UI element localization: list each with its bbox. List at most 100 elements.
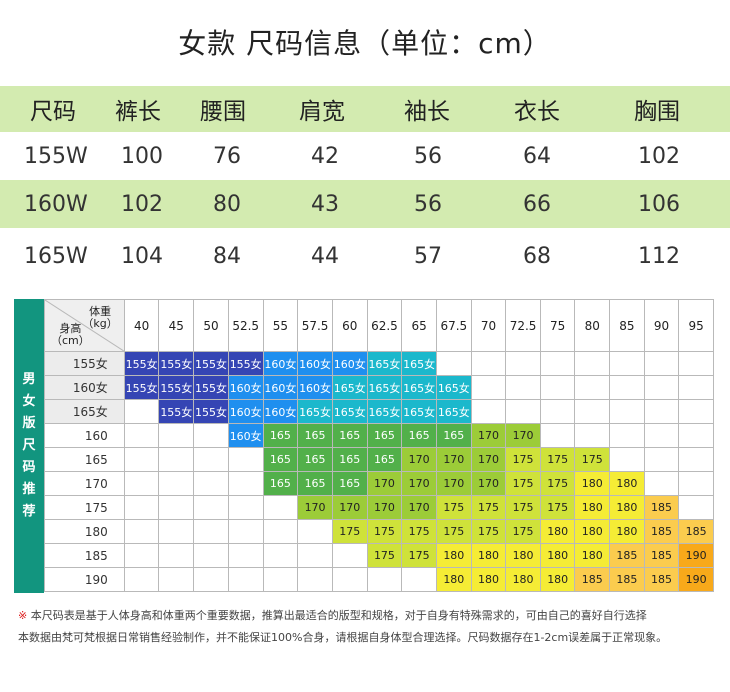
grid-cell: 155女 (158, 375, 195, 400)
grid-cell: 170 (470, 423, 507, 448)
grid-cell: 165女 (435, 399, 472, 424)
grid-cell: 170 (435, 471, 472, 496)
grid-cell: 160女 (227, 399, 264, 424)
size-cell: 64 (523, 143, 551, 169)
grid-cell: 175 (435, 495, 472, 520)
grid-cell: 160女 (227, 423, 264, 448)
grid-cell: 170 (366, 495, 403, 520)
note-mark: ※ (18, 609, 28, 622)
grid-cell (227, 543, 264, 568)
side-label-char: 女 (22, 394, 36, 409)
grid-cell: 180 (609, 471, 645, 496)
size-cell: 68 (523, 243, 551, 269)
weight-header-cell: 95 (678, 299, 714, 352)
grid-cell: 165 (297, 447, 333, 472)
height-header-cell: 170 (44, 471, 125, 496)
height-unit: （cm） (51, 334, 90, 347)
grid-cell (193, 543, 229, 568)
side-label-char: 荐 (22, 504, 36, 519)
grid-cell: 175 (505, 495, 541, 520)
grid-cell: 165女 (331, 375, 368, 400)
grid-cell: 175 (574, 447, 611, 472)
side-label-char: 版 (22, 416, 36, 431)
grid-cell (227, 519, 264, 544)
grid-cell: 165女 (401, 375, 437, 400)
grid-row: 175 170 170 170 170 175 175 175 175 180 180 185 (44, 495, 714, 520)
grid-cell: 175 (539, 495, 576, 520)
grid-row: 170 165 165 165 170 170 170 170 175 175 180 180 (44, 471, 714, 496)
size-cell: 44 (311, 243, 339, 269)
grid-cell (227, 567, 264, 592)
grid-cell (158, 471, 195, 496)
grid-cell: 185 (574, 567, 611, 592)
grid-cell (539, 399, 576, 424)
size-cell: 80 (213, 191, 241, 217)
grid-cell (262, 567, 299, 592)
grid-side-label: 男 女 版 尺 码 推 荐 (14, 299, 44, 593)
size-header-cell: 衣长 (514, 99, 560, 125)
grid-cell: 180 (435, 543, 472, 568)
grid-cell (574, 351, 611, 376)
grid-cell: 170 (470, 447, 507, 472)
grid-cell: 165 (331, 447, 368, 472)
grid-cell: 185 (643, 567, 680, 592)
grid-cell: 165 (331, 423, 368, 448)
grid-cell: 175 (470, 519, 507, 544)
note-line-1: ※ 本尺码表是基于人体身高和体重两个重要数据，推算出最适合的版型和规格，对于自身… (18, 607, 647, 623)
side-label-char: 推 (22, 482, 36, 497)
grid-cell: 175 (366, 543, 403, 568)
grid-cell: 155女 (193, 399, 229, 424)
grid-cell: 165 (262, 471, 299, 496)
grid-cell: 155女 (193, 375, 229, 400)
grid-cell (470, 375, 507, 400)
grid-corner-cell: 体重 （kg） 身高 （cm） (44, 299, 125, 352)
size-cell: 43 (311, 191, 339, 217)
grid-row: 190 180 180 180 180 185 185 185 190 (44, 567, 714, 592)
grid-cell: 165 (262, 423, 299, 448)
grid-cell (678, 351, 714, 376)
size-cell: 42 (311, 143, 339, 169)
grid-row: 160女 155女 155女 155女 160女 160女 160女 165女 165女 165女… (44, 375, 714, 400)
size-cell: 165W (24, 243, 88, 269)
grid-cell: 160女 (227, 375, 264, 400)
grid-cell (574, 375, 611, 400)
grid-cell (609, 423, 645, 448)
grid-cell: 180 (470, 543, 507, 568)
size-cell: 104 (121, 243, 163, 269)
grid-cell (643, 351, 680, 376)
grid-cell: 170 (470, 471, 507, 496)
grid-cell (262, 519, 299, 544)
grid-cell (123, 519, 160, 544)
grid-cell: 180 (574, 471, 611, 496)
size-header-cell: 肩宽 (299, 99, 345, 125)
grid-cell (297, 543, 333, 568)
recommendation-table: 体重 （kg） 身高 （cm） 40 45 50 52.5 55 57.5 60 62.5 65 67.5… (44, 299, 714, 592)
grid-cell: 180 (574, 543, 611, 568)
size-header-cell: 裤长 (115, 99, 161, 125)
weight-header-cell: 72.5 (505, 299, 541, 352)
grid-cell: 175 (401, 519, 437, 544)
grid-cell: 165 (366, 447, 403, 472)
grid-cell: 165 (435, 423, 472, 448)
weight-header-cell: 75 (539, 299, 576, 352)
grid-cell (678, 471, 714, 496)
grid-cell: 165女 (331, 399, 368, 424)
grid-cell (643, 447, 680, 472)
grid-cell: 165女 (366, 375, 403, 400)
grid-cell (470, 399, 507, 424)
grid-cell: 155女 (193, 351, 229, 376)
grid-cell (678, 399, 714, 424)
grid-row: 180 175 175 175 175 175 175 180 180 180 185 185 (44, 519, 714, 544)
weight-header-cell: 50 (193, 299, 229, 352)
grid-cell: 155女 (123, 351, 160, 376)
grid-cell: 180 (435, 567, 472, 592)
grid-cell (539, 351, 576, 376)
height-header-cell: 185 (44, 543, 125, 568)
size-table-row: 160W 102 80 43 56 66 106 (0, 180, 730, 228)
grid-cell (193, 519, 229, 544)
grid-cell: 175 (366, 519, 403, 544)
diagonal-line (45, 300, 124, 351)
grid-cell (123, 567, 160, 592)
grid-cell: 170 (366, 471, 403, 496)
grid-cell (366, 567, 403, 592)
